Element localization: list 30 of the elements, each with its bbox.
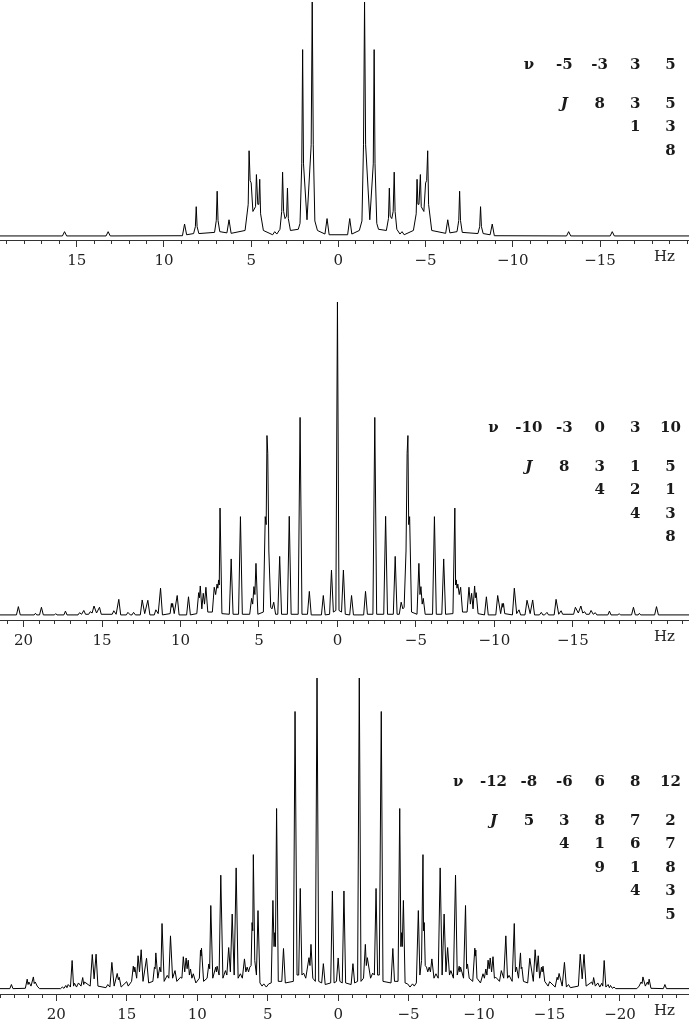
x-tick-label: −5 bbox=[404, 631, 427, 649]
x-tick-label: −10 bbox=[463, 1005, 495, 1020]
x-tick-label: 10 bbox=[154, 251, 174, 269]
x-tick-label: 5 bbox=[254, 631, 264, 649]
text: ν -10 -3 0 3 10 J 8 3 1 5 4 2 1 4 3 8 bbox=[488, 417, 681, 545]
x-tick-label: −10 bbox=[478, 631, 511, 649]
x-tick-label: −10 bbox=[497, 251, 529, 269]
x-tick-label: −5 bbox=[414, 251, 437, 269]
x-axis-title: Hz bbox=[654, 627, 676, 645]
x-tick-label: 15 bbox=[92, 631, 112, 649]
x-tick-label: 0 bbox=[332, 631, 343, 649]
x-tick-label: 5 bbox=[262, 1005, 273, 1020]
x-tick-label: 10 bbox=[187, 1005, 207, 1020]
x-axis-title: Hz bbox=[654, 247, 676, 265]
x-tick-label: 15 bbox=[117, 1005, 137, 1020]
x-tick-label: 20 bbox=[13, 631, 34, 649]
text: ν -5 -3 3 5 J 8 3 5 1 3 8 bbox=[523, 54, 676, 159]
x-tick-label: −15 bbox=[584, 251, 616, 269]
x-tick-label: 5 bbox=[246, 251, 256, 269]
x-tick-label: −15 bbox=[533, 1005, 566, 1020]
x-tick-label: 20 bbox=[46, 1005, 66, 1020]
x-tick-label: 0 bbox=[333, 251, 344, 269]
text: ν -12 -8 -6 6 8 12 J 5 3 8 7 2 4 1 6 7 9 1 8 4 3 5 bbox=[452, 771, 681, 923]
x-tick-label: −15 bbox=[557, 631, 589, 649]
x-tick-label: −20 bbox=[604, 1005, 636, 1020]
x-tick-label: 10 bbox=[170, 631, 191, 649]
x-tick-label: 15 bbox=[67, 251, 87, 269]
x-tick-label: −5 bbox=[397, 1005, 420, 1020]
x-tick-label: 0 bbox=[333, 1005, 343, 1020]
x-axis-title: Hz bbox=[654, 1001, 676, 1019]
